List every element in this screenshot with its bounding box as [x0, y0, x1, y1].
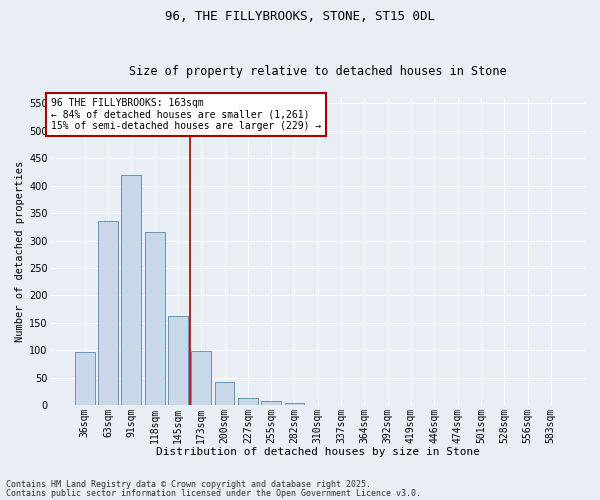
Bar [261, 401, 281, 406]
Bar [331, 405, 351, 406]
Bar [541, 405, 561, 406]
Bar [471, 405, 491, 406]
Bar [215, 382, 235, 406]
Text: Contains HM Land Registry data © Crown copyright and database right 2025.: Contains HM Land Registry data © Crown c… [6, 480, 371, 489]
Text: Contains public sector information licensed under the Open Government Licence v3: Contains public sector information licen… [6, 489, 421, 498]
Y-axis label: Number of detached properties: Number of detached properties [15, 161, 25, 342]
Text: 96, THE FILLYBROOKS, STONE, ST15 0DL: 96, THE FILLYBROOKS, STONE, ST15 0DL [165, 10, 435, 23]
Bar [284, 403, 304, 406]
Bar [191, 352, 211, 406]
Text: 96 THE FILLYBROOKS: 163sqm
← 84% of detached houses are smaller (1,261)
15% of s: 96 THE FILLYBROOKS: 163sqm ← 84% of deta… [50, 98, 321, 131]
X-axis label: Distribution of detached houses by size in Stone: Distribution of detached houses by size … [156, 448, 480, 458]
Bar [145, 232, 164, 406]
Bar [75, 352, 95, 406]
Bar [121, 174, 141, 406]
Title: Size of property relative to detached houses in Stone: Size of property relative to detached ho… [129, 66, 506, 78]
Bar [238, 398, 258, 406]
Bar [168, 316, 188, 406]
Bar [98, 221, 118, 406]
